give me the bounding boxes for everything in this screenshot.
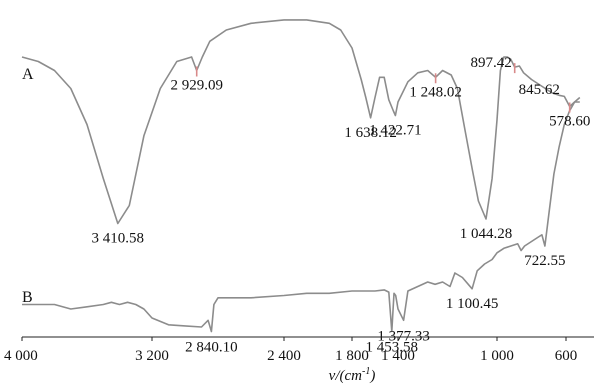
peak-label: 1 100.45: [446, 296, 499, 312]
x-tick-label: 4 000: [4, 348, 38, 364]
peak-label: 3 410.58: [92, 231, 145, 247]
x-axis-label-sup: -1: [362, 366, 370, 377]
series-line-a: [21, 19, 580, 225]
series-label-a: A: [22, 66, 34, 83]
peak-marker-layer: [195, 63, 571, 113]
x-tick-label: 3 200: [135, 348, 169, 364]
series-layer: [21, 19, 581, 333]
x-axis-label: ν/(cm-1): [329, 366, 376, 384]
x-tick-label: 1 800: [335, 348, 369, 364]
x-axis-label-end: ): [369, 368, 375, 384]
peak-label: 578.60: [549, 114, 590, 130]
peak-label: 1 422.71: [369, 123, 422, 139]
peak-label: 1 453.58: [366, 340, 419, 356]
peak-label: 722.55: [524, 253, 565, 269]
series-label-b: B: [22, 289, 33, 306]
peak-label: 1 638.12: [344, 125, 397, 141]
series-line-b: [22, 96, 581, 333]
peak-label: 1 044.28: [460, 226, 513, 242]
peak-label: 897.42: [470, 55, 511, 71]
x-axis-label-main: ν/(cm: [329, 368, 362, 384]
x-tick-label: 1 000: [480, 348, 514, 364]
x-tick-label: 2 400: [267, 348, 301, 364]
x-tick-layer: 4 000 3 200 2 400 1 800 1 400 1 000 600: [4, 337, 577, 364]
x-tick-label: 600: [555, 348, 578, 364]
peak-label: 845.62: [519, 82, 560, 98]
peak-label: 2 840.10: [185, 340, 238, 356]
peak-label-layer: 3 410.58 2 929.09 1 638.121 422.71 1 248.02…: [92, 55, 591, 355]
peak-label: 1 377.33: [377, 328, 430, 344]
x-tick-label: 1 400: [381, 348, 415, 364]
peak-label: 1 248.02: [409, 84, 462, 100]
peak-label: 2 929.09: [170, 78, 223, 94]
